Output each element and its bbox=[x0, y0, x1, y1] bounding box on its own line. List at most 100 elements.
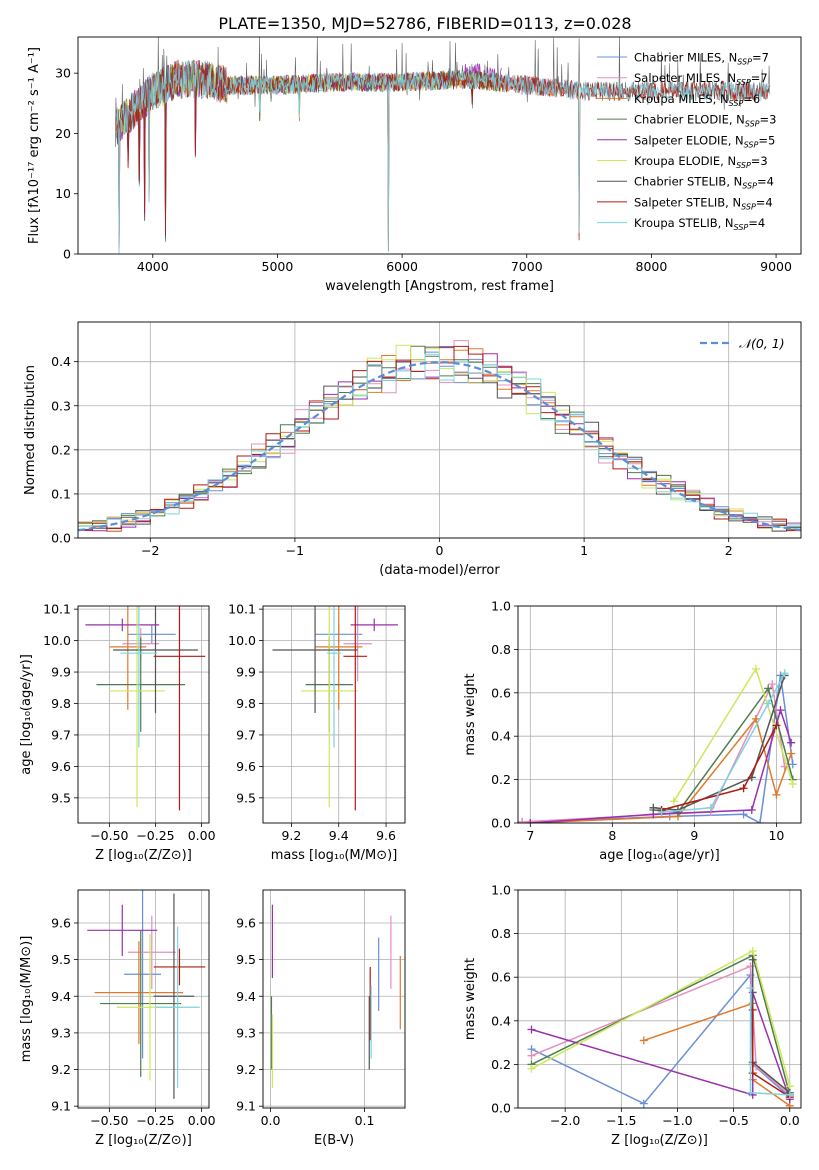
y-tick-label: 0.0 bbox=[491, 816, 511, 831]
plus-marker bbox=[785, 1090, 794, 1099]
legend-entry: Chabrier MILES, NSSP=7 bbox=[634, 51, 769, 67]
y-axis-label: mass weight bbox=[463, 673, 478, 755]
mass-vs-ebv-panel: 0.0 0.1 9.1 9.2 9.3 9.4 9.5 9.6 E(B-V) bbox=[236, 889, 406, 1148]
x-tick-label: 9 bbox=[690, 828, 698, 843]
plus-marker bbox=[748, 955, 757, 964]
y-tick-label: 0.0 bbox=[491, 1101, 511, 1116]
y-axis-label: mass [log₁₀(M/M⊙)] bbox=[19, 936, 34, 1063]
legend-entry: Kroupa ELODIE, NSSP=3 bbox=[634, 154, 768, 170]
y-tick-label: 9.5 bbox=[236, 952, 256, 967]
x-axis-label: Z [log₁₀(Z/Z⊙)] bbox=[95, 848, 192, 863]
y-tick-label: 9.5 bbox=[51, 790, 71, 805]
y-tick-label: 9.8 bbox=[236, 696, 256, 711]
axes-frame bbox=[517, 605, 802, 824]
y-tick-label: 0 bbox=[63, 247, 71, 262]
plus-marker bbox=[751, 714, 760, 723]
plus-marker bbox=[639, 1036, 648, 1045]
y-axis-label: Flux [fλ10⁻¹⁷ erg cm⁻² s⁻¹ A⁻¹] bbox=[27, 47, 42, 244]
y-tick-label: 9.9 bbox=[51, 665, 71, 680]
mass-weight-series-4 bbox=[527, 951, 794, 1099]
x-axis-label: wavelength [Angstrom, rest frame] bbox=[325, 279, 554, 294]
errorbar-point-2 bbox=[343, 606, 372, 682]
x-tick-label: 5000 bbox=[262, 259, 294, 274]
errorbar-point-6 bbox=[300, 606, 358, 808]
x-tick-label: −0.25 bbox=[136, 828, 174, 843]
plus-marker bbox=[527, 1064, 536, 1073]
x-tick-label: 2 bbox=[725, 543, 733, 558]
plot-area bbox=[87, 890, 206, 1099]
plus-marker bbox=[751, 664, 760, 673]
y-tick-label: 0.1 bbox=[51, 486, 71, 501]
age-vs-metallicity-panel: −0.50 −0.25 0.00 9.5 9.6 9.7 9.8 9.9 10.0 10.1 Z [… bbox=[19, 602, 216, 863]
plus-marker bbox=[747, 805, 756, 814]
plus-marker bbox=[657, 808, 666, 817]
mass-weight-series-1 bbox=[518, 671, 797, 823]
grid-lines bbox=[78, 606, 209, 823]
y-tick-label: 10.0 bbox=[43, 633, 71, 648]
errorbar-point-9 bbox=[155, 926, 200, 1088]
x-tick-label: 0.0 bbox=[261, 1113, 281, 1128]
x-tick-label: −0.5 bbox=[718, 1113, 748, 1128]
axes-frame bbox=[77, 36, 802, 255]
plot-area bbox=[85, 606, 206, 811]
y-tick-label: 0.6 bbox=[491, 685, 511, 700]
y-tick-label: 30 bbox=[55, 66, 71, 81]
age-vs-mass-panel: 9.2 9.4 9.6 9.5 9.6 9.7 9.8 9.9 10.0 10.1 mass [lo… bbox=[228, 602, 406, 863]
x-tick-label: −0.25 bbox=[136, 1113, 174, 1128]
axis-ticks: 9.2 9.4 9.6 9.5 9.6 9.7 9.8 9.9 10.0 10.1 bbox=[228, 602, 396, 843]
plus-marker bbox=[780, 669, 789, 678]
errorbar-point-8 bbox=[343, 606, 368, 811]
x-tick-label: −1 bbox=[286, 543, 304, 558]
plus-marker bbox=[787, 749, 796, 758]
errorbar-point-5 bbox=[350, 618, 398, 632]
y-tick-label: 9.6 bbox=[236, 915, 256, 930]
errorbar-point-5 bbox=[85, 618, 160, 632]
y-tick-label: 9.6 bbox=[51, 915, 71, 930]
errorbar-point-7 bbox=[113, 606, 198, 713]
y-tick-label: 9.9 bbox=[236, 665, 256, 680]
mass-weight-series-1 bbox=[527, 971, 794, 1108]
x-tick-label: 0.0 bbox=[780, 1113, 800, 1128]
grid-lines bbox=[263, 890, 405, 1108]
axes-frame bbox=[77, 889, 210, 1109]
x-axis-label: (data-model)/error bbox=[379, 563, 500, 578]
x-tick-label: 7000 bbox=[511, 259, 543, 274]
y-tick-label: 0.0 bbox=[51, 531, 71, 546]
errorbar-point-1 bbox=[124, 890, 162, 1059]
y-tick-label: 0.4 bbox=[491, 1013, 511, 1028]
x-tick-label: 0.00 bbox=[188, 828, 216, 843]
series-line bbox=[522, 681, 786, 823]
errorbar-point-3 bbox=[109, 606, 147, 710]
y-tick-label: 9.5 bbox=[236, 790, 256, 805]
x-tick-label: −1.5 bbox=[606, 1113, 636, 1128]
x-tick-label: 0.1 bbox=[355, 1113, 375, 1128]
y-tick-label: 9.4 bbox=[51, 989, 71, 1004]
y-axis-label: mass weight bbox=[463, 958, 478, 1040]
plus-marker bbox=[526, 819, 535, 823]
x-tick-label: −1.0 bbox=[662, 1113, 692, 1128]
x-tick-label: 9000 bbox=[760, 259, 792, 274]
x-tick-label: 1 bbox=[580, 543, 588, 558]
y-tick-label: 10.1 bbox=[43, 602, 71, 617]
errorbar-point-2 bbox=[127, 915, 176, 989]
errorbar-point-9 bbox=[326, 606, 342, 748]
series-line bbox=[522, 675, 794, 823]
figure-title: PLATE=1350, MJD=52786, FIBERID=0113, z=0… bbox=[218, 14, 631, 33]
axis-ticks: 7 8 9 10 0.0 0.2 0.4 0.6 0.8 1.0 bbox=[491, 599, 784, 844]
errorbar-point-8 bbox=[153, 948, 206, 986]
plus-marker bbox=[748, 947, 757, 956]
y-tick-label: 0.4 bbox=[491, 729, 511, 744]
histogram-9 bbox=[78, 353, 801, 528]
x-tick-label: −0.50 bbox=[90, 828, 128, 843]
plot-area bbox=[527, 947, 794, 1108]
plot-area bbox=[78, 340, 801, 532]
spectrum-line-9 bbox=[115, 60, 771, 254]
legend-entry: 𝒩(0, 1) bbox=[739, 336, 785, 351]
y-tick-label: 9.2 bbox=[236, 1062, 256, 1077]
x-tick-label: 4000 bbox=[137, 259, 169, 274]
y-tick-label: 9.2 bbox=[51, 1062, 71, 1077]
x-tick-label: 8000 bbox=[636, 259, 668, 274]
axes-frame bbox=[517, 889, 802, 1109]
plus-marker bbox=[706, 803, 715, 812]
